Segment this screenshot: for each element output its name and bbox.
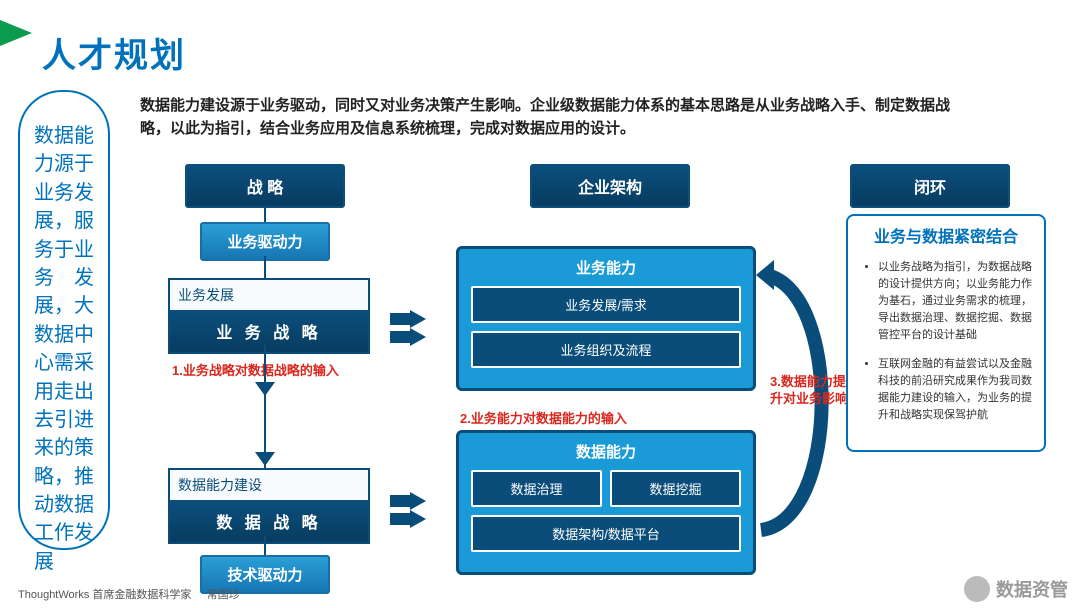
data-capability-panel: 数据能力 数据治理 数据挖掘 数据架构/数据平台 [456,430,756,575]
watermark-text: 数据资管 [996,576,1068,602]
watermark: 数据资管 [964,576,1068,602]
red-annotation-3: 3.数据能力提升对业务影响 [770,374,850,408]
data-cap-box-a: 数据治理 [471,470,602,507]
closure-item-2: 互联网金融的有益尝试以及金融科技的前沿研究成果作为我司数据能力建设的输入，为业务… [878,356,1032,424]
data-strategy-label: 数据能力建设 [170,470,368,500]
footer-role: 首席金融数据科学家 [92,589,191,601]
footer-brand: ThoughtWorks [18,589,89,601]
red-annotation-2: 2.业务能力对数据能力的输入 [460,408,627,427]
header-strategy: 战 略 [185,164,345,208]
data-cap-box-c: 数据架构/数据平台 [471,515,741,552]
page-title: 人才规划 [42,28,186,77]
sidebar-callout: 数据能力源于业务发展，服务于业务发展，大数据中心需采用走出去引进来的策略，推动数… [18,90,110,550]
accent-triangle [0,20,32,46]
watermark-icon [964,576,990,602]
biz-cap-box2: 业务组织及流程 [471,331,741,368]
arrow-right-icon [390,492,436,526]
biz-capability-title: 业务能力 [471,257,741,278]
connector [264,205,266,223]
closure-panel: 业务与数据紧密结合 以业务战略为指引，为数据战略的设计提供方向；以业务能力作为基… [846,214,1046,452]
red-annotation-1: 1.业务战略对数据战略的输入 [172,360,339,379]
data-capability-title: 数据能力 [471,441,741,462]
biz-capability-panel: 业务能力 业务发展/需求 业务组织及流程 [456,246,756,391]
closure-item-1: 以业务战略为指引，为数据战略的设计提供方向；以业务能力作为基石，通过业务需求的梳… [878,259,1032,344]
header-architecture: 企业架构 [530,164,690,208]
data-strategy-main: 数 据 战 略 [170,500,368,542]
arrow-down-icon [255,452,275,466]
footer: ThoughtWorks 首席金融数据科学家 常国珍 [18,586,240,602]
arrow-right-icon [390,310,436,344]
data-cap-box-b: 数据挖掘 [610,470,741,507]
closure-title: 业务与数据紧密结合 [860,228,1032,249]
connector [264,256,266,278]
arrow-down-icon [255,382,275,396]
biz-cap-box1: 业务发展/需求 [471,286,741,323]
connector [264,535,266,555]
biz-strategy-block: 业务发展 业 务 战 略 [168,278,370,354]
data-strategy-block: 数据能力建设 数 据 战 略 [168,468,370,544]
intro-paragraph: 数据能力建设源于业务驱动，同时又对业务决策产生影响。企业级数据能力体系的基本思路… [140,95,960,140]
connector [264,345,266,469]
diagram-area: 战 略 企业架构 闭环 业务驱动力 业务发展 业 务 战 略 1.业务战略对数据… [140,150,1060,590]
footer-name: 常国珍 [207,589,240,601]
header-loop: 闭环 [850,164,1010,208]
sidebar-text: 数据能力源于业务发展，服务于业务发展，大数据中心需采用走出去引进来的策略，推动数… [34,125,94,573]
biz-strategy-main: 业 务 战 略 [170,310,368,352]
biz-strategy-label: 业务发展 [170,280,368,310]
